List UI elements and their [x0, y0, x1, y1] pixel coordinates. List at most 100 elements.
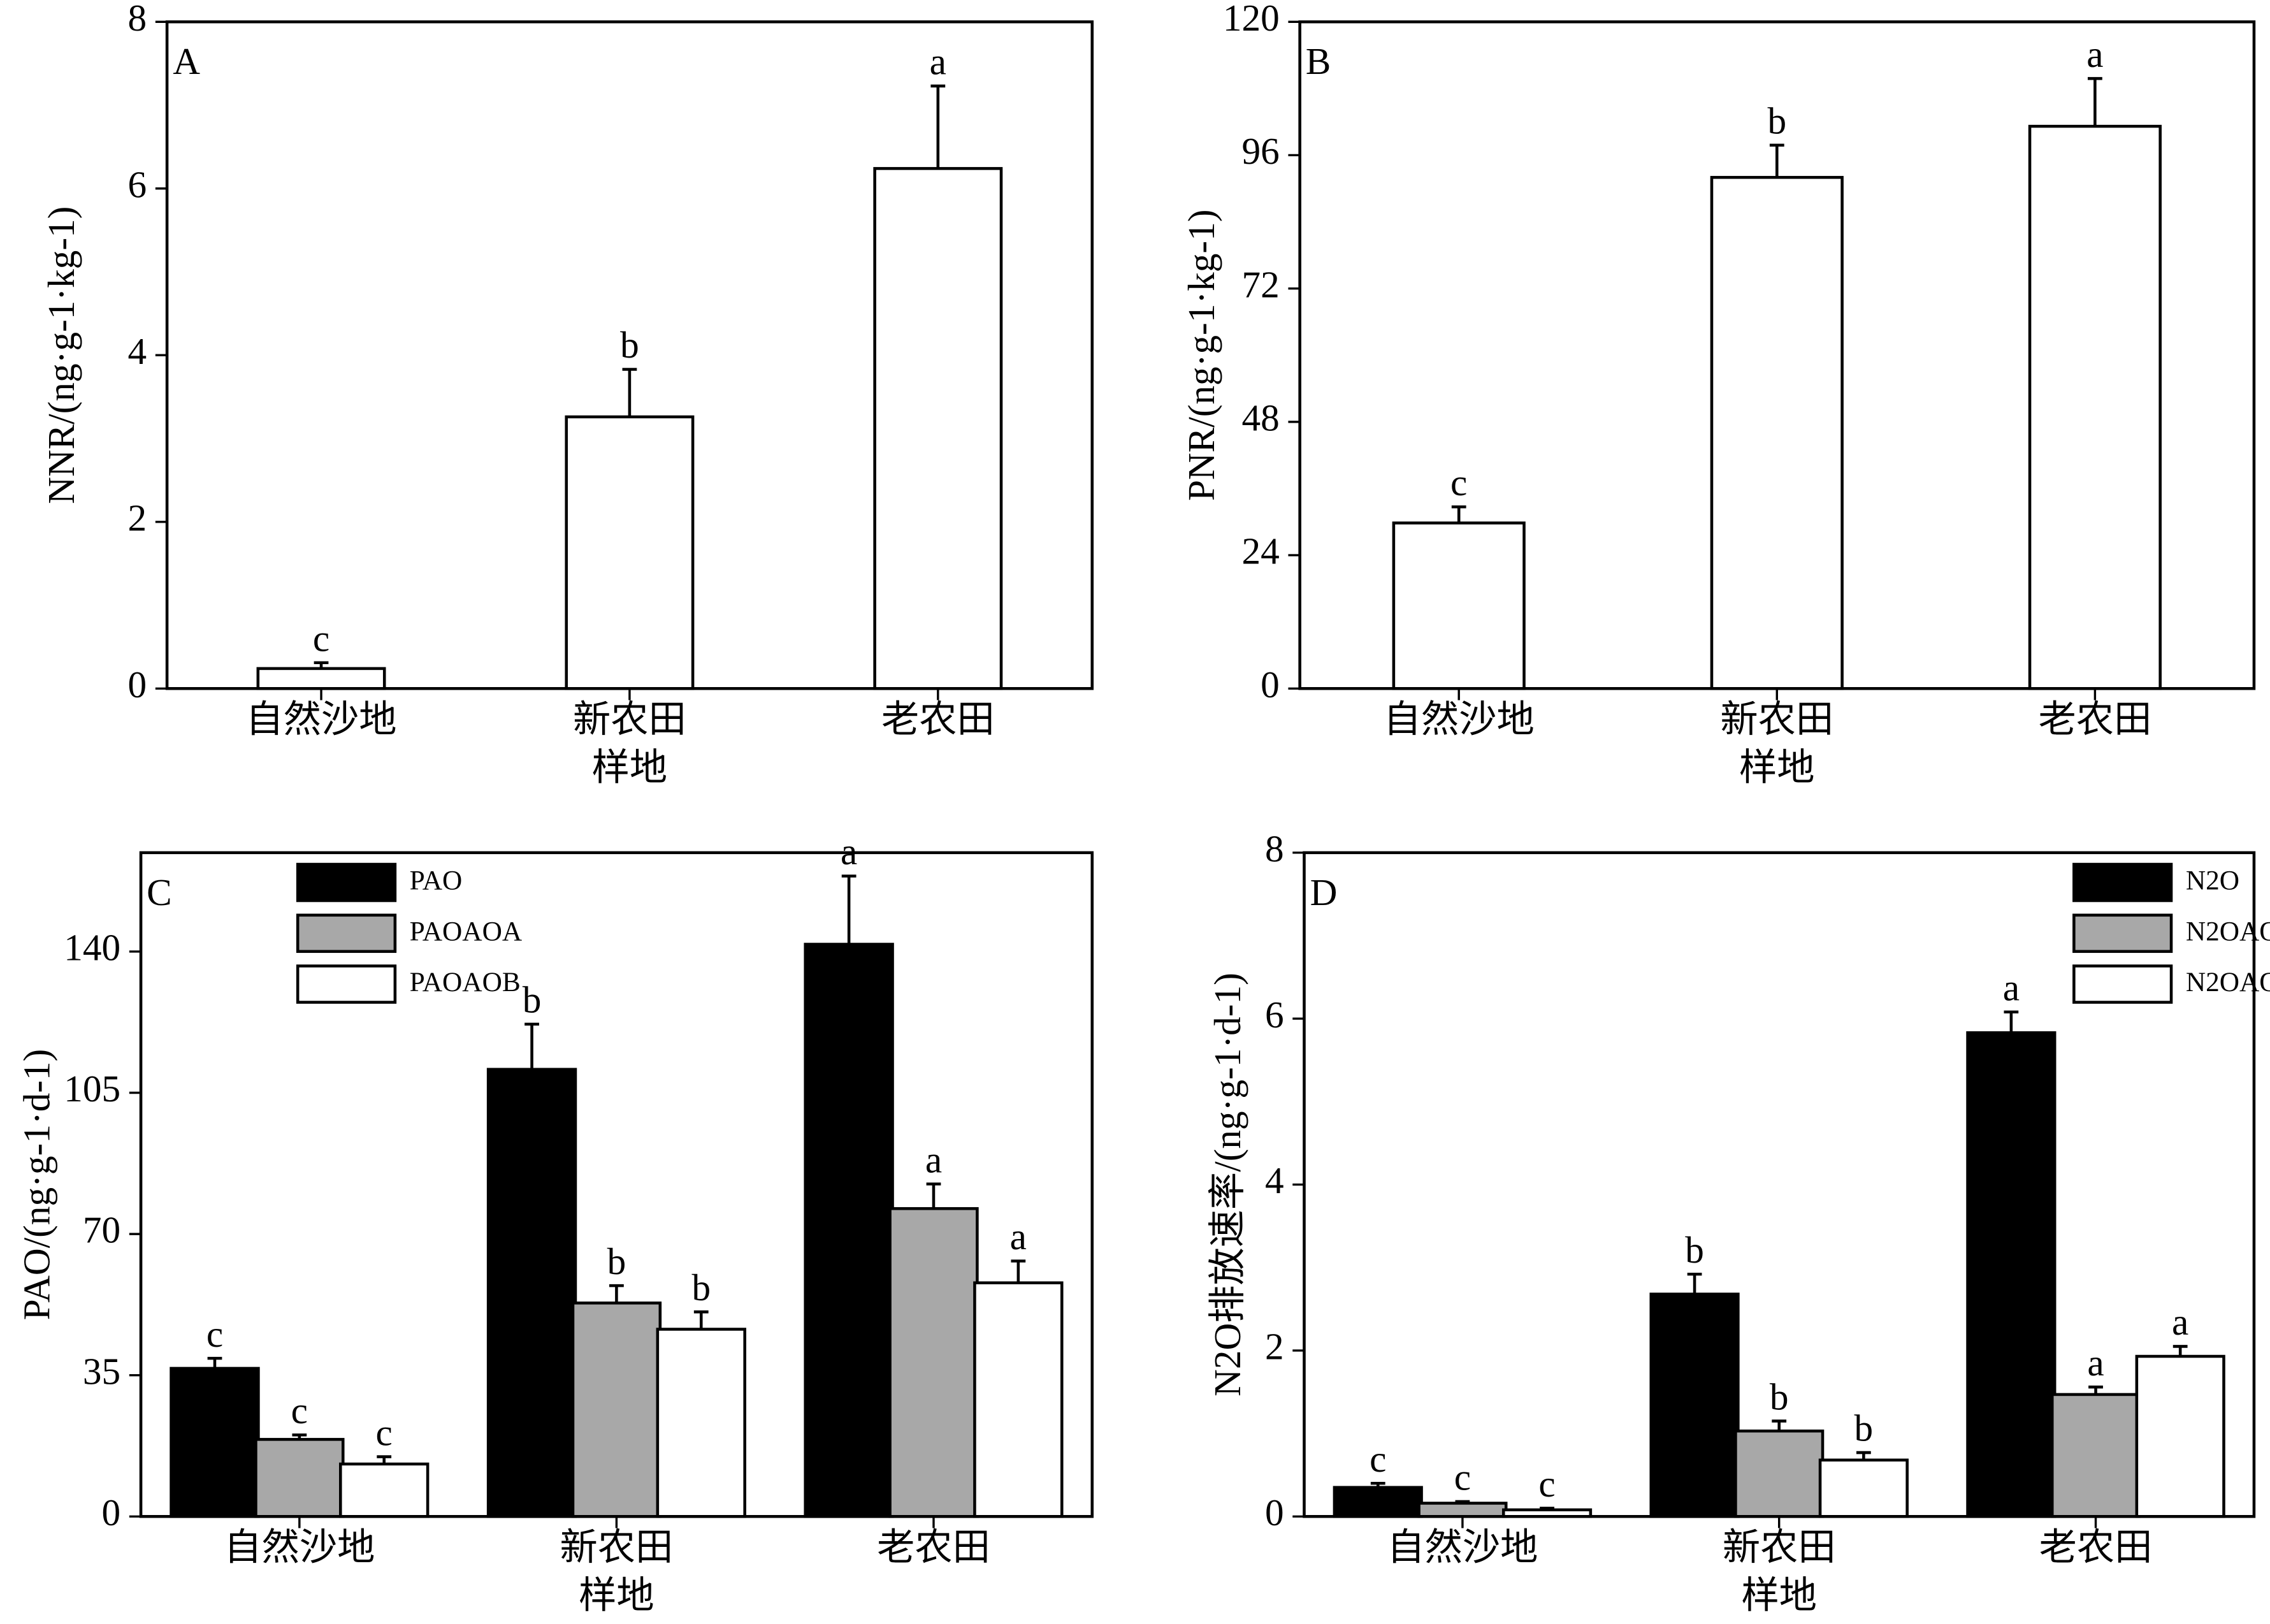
significance-letter: c: [206, 1313, 223, 1355]
significance-letter: a: [1010, 1215, 1027, 1258]
y-tick-label: 96: [1242, 130, 1280, 172]
bar: [2028, 124, 2162, 690]
bar: [804, 943, 894, 1518]
panel-label: C: [147, 871, 172, 913]
significance-letter: a: [2003, 966, 2020, 1008]
significance-letter: a: [2172, 1301, 2188, 1343]
plot-frame: [1298, 20, 2256, 690]
bar: [170, 1367, 260, 1518]
y-tick-label: 120: [1223, 0, 1280, 39]
y-tick-label: 0: [128, 663, 147, 706]
significance-letter: b: [1767, 99, 1786, 141]
significance-letter: a: [2086, 33, 2103, 75]
y-tick-label: 8: [128, 0, 147, 39]
bar: [1966, 1031, 2057, 1518]
legend-label: PAO: [410, 866, 463, 896]
significance-letter: c: [313, 617, 329, 659]
significance-letter: a: [930, 41, 946, 83]
bar: [1649, 1293, 1740, 1518]
bar: [254, 1438, 345, 1518]
panel-label: D: [1310, 871, 1338, 913]
plot-frame: [1303, 851, 2256, 1518]
legend-swatch: [296, 862, 397, 903]
bar: [1417, 1502, 1508, 1518]
x-tick-label: 新农田: [573, 699, 686, 741]
x-tick-label: 老农田: [877, 1526, 990, 1569]
significance-letter: b: [607, 1240, 626, 1282]
bar: [1734, 1429, 1825, 1518]
x-tick-label: 新农田: [1723, 1526, 1836, 1569]
x-axis-title: 样地: [1741, 1574, 1817, 1616]
legend-label: N2OAOA: [2186, 916, 2270, 946]
significance-letter: b: [1770, 1375, 1789, 1417]
significance-letter: c: [291, 1389, 308, 1432]
significance-letter: c: [1538, 1463, 1555, 1505]
x-tick-label: 新农田: [560, 1526, 674, 1569]
y-axis-title: PAO/(ng·g-1·d-1): [15, 1049, 57, 1321]
significance-letter: c: [1370, 1438, 1386, 1480]
x-axis-title: 样地: [579, 1574, 654, 1616]
y-tick-label: 4: [128, 330, 147, 372]
bar: [656, 1328, 746, 1518]
significance-letter: b: [691, 1266, 711, 1309]
significance-letter: b: [523, 979, 542, 1021]
legend-swatch: [296, 964, 397, 1004]
x-axis-title: 样地: [592, 746, 668, 788]
y-tick-label: 0: [1261, 663, 1280, 706]
y-axis-title: PNR/(ng·g-1·kg-1): [1180, 210, 1222, 501]
plot-frame: [165, 20, 1094, 690]
y-tick-label: 24: [1242, 530, 1280, 572]
bar: [486, 1068, 577, 1518]
y-tick-label: 4: [1265, 1159, 1284, 1201]
y-tick-label: 70: [83, 1209, 120, 1251]
legend-swatch: [2072, 862, 2173, 903]
bar: [256, 667, 386, 690]
panel-label: B: [1306, 40, 1331, 82]
bar: [1333, 1486, 1423, 1518]
x-tick-label: 自然沙地: [224, 1526, 375, 1569]
x-tick-label: 老农田: [881, 699, 995, 741]
y-tick-label: 2: [1265, 1326, 1284, 1368]
legend-swatch: [2072, 964, 2173, 1004]
y-tick-label: 8: [1265, 827, 1284, 869]
bar: [2135, 1354, 2225, 1518]
plot-frame: [139, 851, 1094, 1518]
y-tick-label: 72: [1242, 263, 1280, 305]
significance-letter: a: [2087, 1342, 2104, 1384]
bar: [571, 1301, 662, 1518]
x-tick-label: 自然沙地: [1384, 699, 1535, 741]
bar: [565, 415, 695, 690]
y-tick-label: 2: [128, 497, 147, 539]
bar: [1710, 176, 1844, 690]
legend-label: N2O: [2186, 866, 2239, 896]
significance-letter: a: [925, 1138, 942, 1180]
y-tick-label: 35: [83, 1350, 120, 1392]
x-tick-label: 老农田: [2039, 1526, 2153, 1569]
legend-label: PAOAOB: [410, 967, 521, 997]
y-tick-label: 6: [128, 163, 147, 205]
bar: [2050, 1393, 2141, 1518]
bar: [1818, 1458, 1909, 1518]
y-axis-title: NNR/(ng·g-1·kg-1): [40, 207, 82, 504]
y-tick-label: 105: [64, 1068, 120, 1110]
x-tick-label: 自然沙地: [1387, 1526, 1538, 1569]
significance-letter: c: [1450, 461, 1467, 504]
bar: [1392, 521, 1526, 690]
bar: [888, 1207, 979, 1518]
significance-letter: c: [1454, 1456, 1471, 1498]
significance-letter: b: [1854, 1407, 1874, 1449]
legend-swatch: [2072, 913, 2173, 953]
significance-letter: c: [376, 1411, 393, 1453]
bar: [873, 167, 1003, 690]
significance-letter: b: [1685, 1229, 1704, 1271]
y-tick-label: 0: [1265, 1491, 1284, 1533]
y-tick-label: 0: [102, 1491, 121, 1533]
bar: [339, 1462, 430, 1518]
x-axis-title: 样地: [1739, 746, 1815, 788]
significance-letter: b: [620, 324, 639, 366]
legend-label: N2OAOB: [2186, 967, 2270, 997]
bar: [973, 1281, 1064, 1518]
legend-swatch: [296, 913, 397, 953]
y-tick-label: 6: [1265, 994, 1284, 1036]
